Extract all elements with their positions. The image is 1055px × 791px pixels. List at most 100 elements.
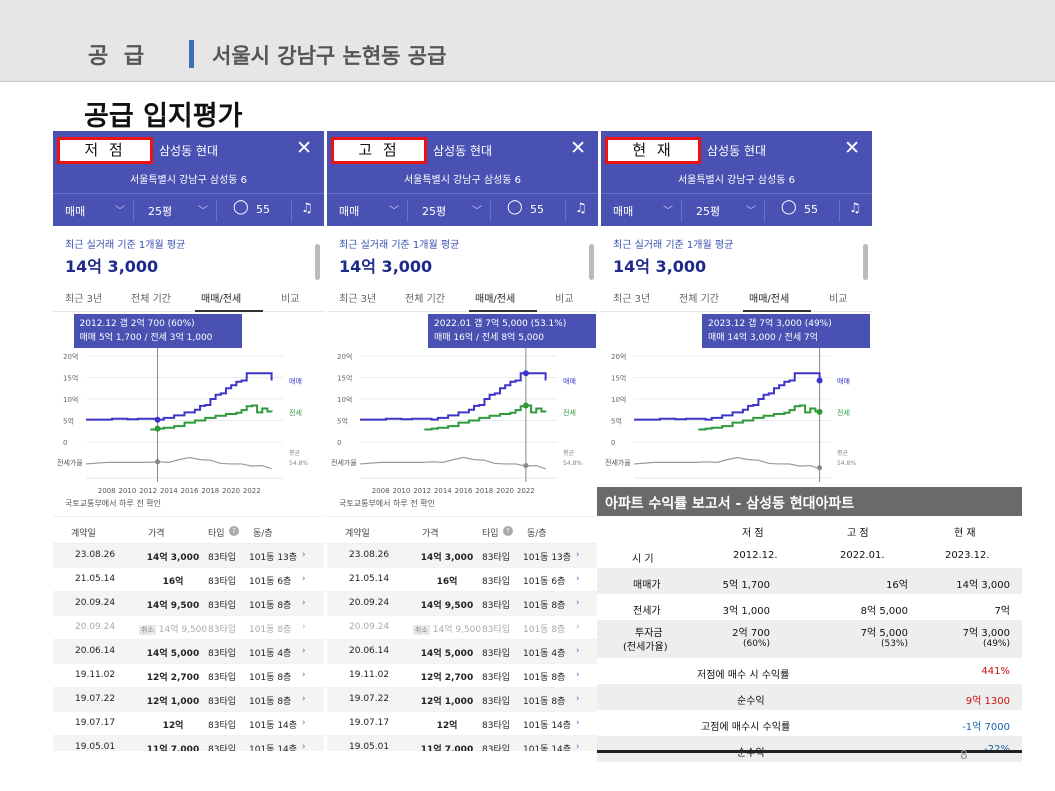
table-row[interactable]: 19.11.02 12억 2,700 83타입 101동 8층 › (53, 664, 324, 688)
column-header: 타입 (482, 529, 499, 539)
table-row[interactable]: 19.07.22 12억 1,000 83타입 101동 8층 › (53, 688, 324, 712)
column-header: 계약일 (71, 529, 96, 539)
tab-compare[interactable]: 비교 (555, 294, 574, 305)
size-select[interactable]: 25평 (696, 205, 721, 218)
chart-tooltip: 2023.12 갭 7억 3,000 (49%) 매매 14억 3,000 / 전… (702, 314, 870, 348)
table-row[interactable]: 19.11.02 12억 2,700 83타입 101동 8층 › (327, 664, 598, 688)
tab-compare[interactable]: 비교 (829, 294, 848, 305)
cancel-badge: 취소 (412, 625, 430, 635)
chevron-right-icon[interactable]: › (576, 574, 580, 584)
price-value: 12억 (436, 721, 458, 731)
chart-tabs: 최근 3년 전체 기간 매매/전세 비교 (53, 286, 324, 312)
period-high: 2022.01. (840, 550, 885, 561)
tab-sale-rent[interactable]: 매매/전세 (749, 294, 790, 305)
tab-compare[interactable]: 비교 (281, 294, 300, 305)
close-icon[interactable]: ✕ (844, 137, 860, 159)
bell-icon[interactable]: ♫ (575, 201, 587, 216)
tab-recent[interactable]: 최근 3년 (339, 294, 377, 305)
table-row[interactable]: 21.05.14 16억 83타입 101동 6층 › (53, 568, 324, 592)
series-label: 매매 (289, 378, 302, 386)
chevron-right-icon[interactable]: › (302, 646, 306, 656)
contract-date: 19.11.02 (75, 670, 116, 680)
report-row-period: 시 기 2012.12. 2022.01. 2023.12. (597, 542, 1022, 568)
table-row[interactable]: 23.08.26 14억 3,000 83타입 101동 13층 › (53, 544, 324, 568)
table-row[interactable]: 19.07.17 12억 83타입 101동 14층 › (53, 712, 324, 736)
panel-header: 고 점 삼성동 현대 ✕ 서울특별시 강남구 삼성동 6 매매 ﹀ 25평 ﹀ ◯ 55 ♫ (327, 131, 598, 226)
tab-all[interactable]: 전체 기간 (405, 294, 445, 305)
chevron-right-icon[interactable]: › (302, 670, 306, 680)
price-value: 14억 3,000 (420, 553, 474, 563)
info-icon[interactable]: ? (503, 526, 513, 536)
chevron-right-icon[interactable]: › (576, 598, 580, 608)
chevron-right-icon[interactable]: › (576, 670, 580, 680)
comment-icon[interactable]: ◯ (781, 199, 797, 215)
table-row[interactable]: 19.05.01 11억 7,000 83타입 101동 14층 › (53, 736, 324, 751)
tab-recent[interactable]: 최근 3년 (613, 294, 651, 305)
chevron-right-icon[interactable]: › (302, 574, 306, 584)
ratio-avg-value: 54.8% (837, 460, 856, 467)
page-title: 공급 입지평가 (84, 101, 243, 132)
tab-all[interactable]: 전체 기간 (131, 294, 171, 305)
chevron-right-icon[interactable]: › (576, 742, 580, 751)
bell-icon[interactable]: ♫ (301, 201, 313, 216)
close-icon[interactable]: ✕ (296, 137, 312, 159)
table-row[interactable]: 23.08.26 14억 3,000 83타입 101동 13층 › (327, 544, 598, 568)
tab-sale-rent[interactable]: 매매/전세 (475, 294, 516, 305)
tab-all[interactable]: 전체 기간 (679, 294, 719, 305)
table-row[interactable]: 20.06.14 14억 5,000 83타입 101동 4층 › (53, 640, 324, 664)
building-floor: 101동 8층 (523, 697, 566, 707)
chevron-right-icon[interactable]: › (302, 598, 306, 608)
chevron-right-icon[interactable]: › (302, 742, 306, 751)
ratio-avg-value: 54.8% (289, 460, 308, 467)
chevron-right-icon[interactable]: › (576, 550, 580, 560)
ratio-avg-name: 평균 (563, 449, 575, 457)
chevron-right-icon[interactable]: › (302, 550, 306, 560)
chevron-right-icon[interactable]: › (576, 646, 580, 656)
bell-icon[interactable]: ♫ (849, 201, 861, 216)
size-select[interactable]: 25평 (422, 205, 447, 218)
deal-type-select[interactable]: 매매 (65, 205, 86, 218)
chart-tabs: 최근 3년 전체 기간 매매/전세 비교 (601, 286, 872, 312)
table-row[interactable]: 19.07.22 12억 1,000 83타입 101동 8층 › (327, 688, 598, 712)
scrollbar[interactable] (863, 244, 868, 280)
chevron-right-icon[interactable]: › (302, 718, 306, 728)
comment-icon[interactable]: ◯ (507, 199, 523, 215)
table-row[interactable]: 21.05.14 16억 83타입 101동 6층 › (327, 568, 598, 592)
chevron-right-icon[interactable]: › (576, 622, 580, 632)
scrollbar[interactable] (589, 244, 594, 280)
deal-type-select[interactable]: 매매 (339, 205, 360, 218)
divider (681, 200, 682, 222)
y-tick-label: 5억 (63, 418, 74, 426)
close-icon[interactable]: ✕ (570, 137, 586, 159)
size-select[interactable]: 25평 (148, 205, 173, 218)
price-value: 14억 5,000 (420, 649, 474, 659)
tab-recent[interactable]: 최근 3년 (65, 294, 103, 305)
y-tick-label: 15억 (337, 375, 352, 383)
deal-price: 11억 7,000 (133, 742, 213, 751)
table-row[interactable]: 20.09.24 14억 9,500 83타입 101동 8층 › (53, 592, 324, 616)
info-icon[interactable]: ? (229, 526, 239, 536)
x-tick-label: 2020 (222, 487, 240, 495)
scrollbar[interactable] (315, 244, 320, 280)
chevron-right-icon[interactable]: › (576, 718, 580, 728)
table-row[interactable]: 19.07.17 12억 83타입 101동 14층 › (327, 712, 598, 736)
invest-label: 투자금 (635, 628, 663, 639)
chevron-right-icon[interactable]: › (302, 622, 306, 632)
contract-date: 20.06.14 (349, 646, 390, 656)
table-row[interactable]: 20.09.24 14억 9,500 83타입 101동 8층 › (327, 592, 598, 616)
panel-header: 현 재 삼성동 현대 ✕ 서울특별시 강남구 삼성동 6 매매 ﹀ 25평 ﹀ ◯ 55 ♫ (601, 131, 872, 226)
column-header: 동/층 (253, 529, 273, 539)
tab-sale-rent[interactable]: 매매/전세 (201, 294, 242, 305)
table-row[interactable]: 20.06.14 14억 5,000 83타입 101동 4층 › (327, 640, 598, 664)
chevron-right-icon[interactable]: › (302, 694, 306, 704)
chevron-right-icon[interactable]: › (576, 694, 580, 704)
unit-type: 83타입 (482, 745, 511, 751)
contract-date: 19.07.22 (349, 694, 390, 704)
report-col-header: 저 점 고 점 현 재 (597, 516, 1022, 542)
table-row[interactable]: 19.05.01 11억 7,000 83타입 101동 14층 › (327, 736, 598, 751)
deal-type-select[interactable]: 매매 (613, 205, 634, 218)
comment-icon[interactable]: ◯ (233, 199, 249, 215)
